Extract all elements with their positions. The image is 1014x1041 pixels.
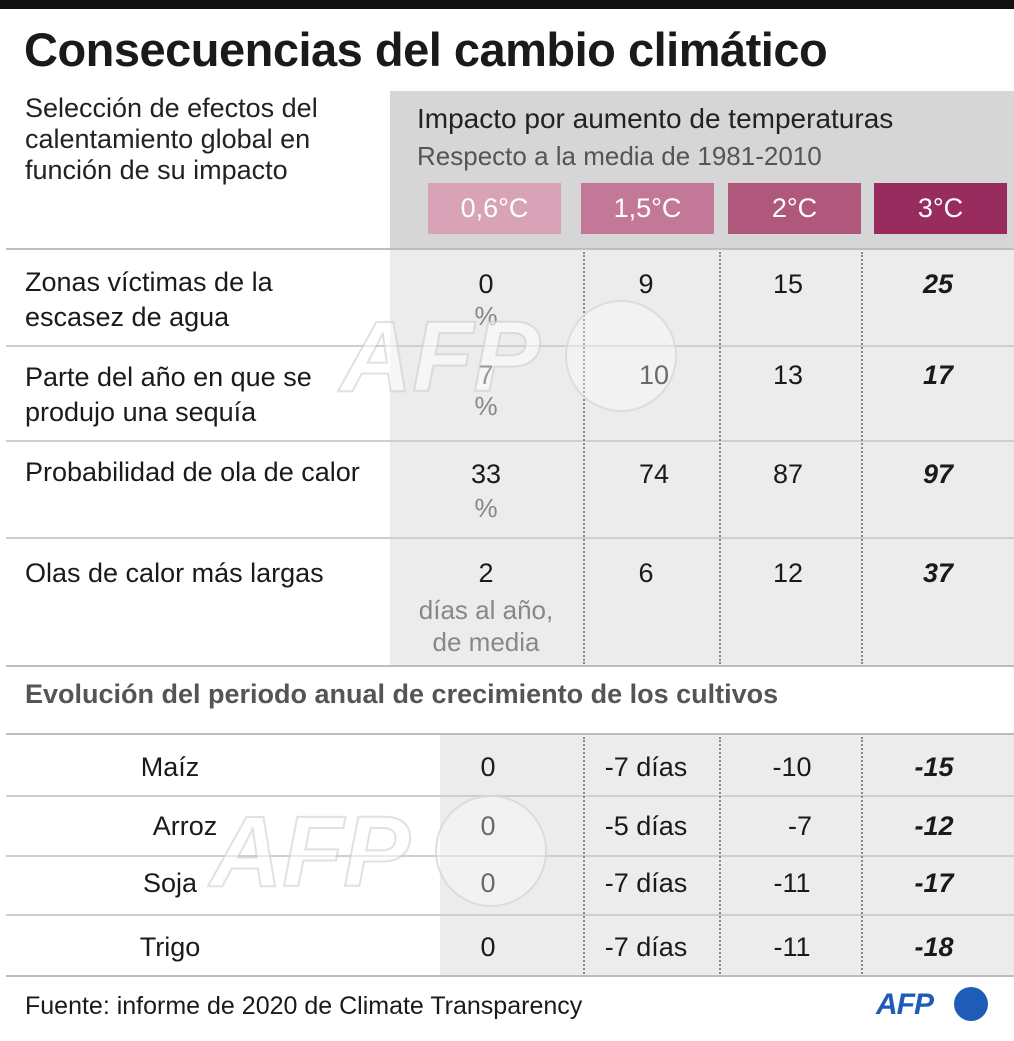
cell-value: 7 bbox=[478, 360, 494, 390]
separator-line bbox=[6, 733, 1014, 735]
page-subtitle: Selección de efectos del calentamiento g… bbox=[25, 93, 318, 185]
cell-value: 10 bbox=[638, 360, 670, 390]
header-subtitle: Respecto a la media de 1981-2010 bbox=[417, 141, 822, 171]
separator-line bbox=[6, 537, 1014, 539]
cell-value: 0 bbox=[480, 811, 496, 841]
column-divider bbox=[583, 252, 585, 664]
cell-value: 0 bbox=[478, 269, 494, 299]
column-divider bbox=[861, 252, 863, 664]
separator-line bbox=[6, 248, 1014, 250]
crop-label: Trigo bbox=[139, 932, 201, 962]
row-label-drought: Parte del año en que se produjo una sequ… bbox=[25, 362, 312, 427]
cell-unit: días al año, de media bbox=[418, 595, 554, 657]
cell-unit: % bbox=[474, 493, 498, 523]
cell-value: 17 bbox=[922, 360, 954, 390]
afp-logo: AFP bbox=[876, 986, 996, 1026]
cell-value: -12 bbox=[914, 811, 954, 841]
cell-value: 6 bbox=[638, 558, 654, 588]
cell-unit: % bbox=[474, 391, 498, 421]
separator-line bbox=[6, 440, 1014, 442]
cell-value: -7 días bbox=[604, 752, 688, 782]
cell-value: 37 bbox=[922, 558, 954, 588]
cell-value: 12 bbox=[772, 558, 804, 588]
separator-line bbox=[6, 855, 1014, 857]
cell-value: 0 bbox=[480, 752, 496, 782]
impact-table-background bbox=[390, 248, 1014, 665]
top-bar bbox=[0, 0, 1014, 9]
cell-value: -11 bbox=[773, 932, 811, 962]
column-divider bbox=[719, 252, 721, 664]
cell-value: -7 días bbox=[604, 868, 688, 898]
separator-line bbox=[6, 914, 1014, 916]
separator-line bbox=[6, 345, 1014, 347]
cell-value: -5 días bbox=[604, 811, 688, 841]
cell-value: 13 bbox=[772, 360, 804, 390]
crop-label: Soja bbox=[142, 868, 198, 898]
cell-value: 25 bbox=[922, 269, 954, 299]
column-divider bbox=[583, 737, 585, 974]
cell-value: -15 bbox=[914, 752, 954, 782]
separator-line bbox=[6, 975, 1014, 977]
temp-badge-0-6: 0,6°C bbox=[428, 183, 561, 234]
cell-value: 9 bbox=[638, 269, 654, 299]
cell-value: -7 días bbox=[604, 932, 688, 962]
cell-value: -7 bbox=[787, 811, 812, 841]
cell-value: -10 bbox=[772, 752, 812, 782]
page-title: Consecuencias del cambio climático bbox=[24, 23, 828, 76]
row-label-heatwave-probability: Probabilidad de ola de calor bbox=[25, 457, 360, 487]
cell-value: 0 bbox=[480, 868, 496, 898]
cell-value: 2 bbox=[478, 558, 494, 588]
section-title-crops: Evolución del periodo anual de crecimien… bbox=[25, 679, 779, 709]
temp-badge-2: 2°C bbox=[728, 183, 861, 234]
cell-unit: % bbox=[474, 301, 498, 331]
cell-value: -11 bbox=[773, 868, 811, 898]
source-note: Fuente: informe de 2020 de Climate Trans… bbox=[25, 992, 583, 1020]
row-label-longer-heatwaves: Olas de calor más largas bbox=[25, 558, 324, 588]
column-divider bbox=[861, 737, 863, 974]
temp-badge-3: 3°C bbox=[874, 183, 1007, 234]
temp-badge-1-5: 1,5°C bbox=[581, 183, 714, 234]
cell-value: 33 bbox=[470, 459, 502, 489]
cell-value: 87 bbox=[772, 459, 804, 489]
cell-value: -18 bbox=[914, 932, 954, 962]
column-divider bbox=[719, 737, 721, 974]
cell-value: 97 bbox=[922, 459, 954, 489]
crop-label: Arroz bbox=[152, 811, 218, 841]
crop-label: Maíz bbox=[140, 752, 200, 782]
cell-value: 0 bbox=[480, 932, 496, 962]
cell-value: 15 bbox=[772, 269, 804, 299]
header-title: Impacto por aumento de temperaturas bbox=[417, 103, 894, 134]
cell-value: -17 bbox=[914, 868, 954, 898]
cell-value: 74 bbox=[638, 459, 670, 489]
row-label-water-scarcity: Zonas víctimas de la escasez de agua bbox=[25, 267, 273, 332]
separator-line bbox=[6, 665, 1014, 667]
